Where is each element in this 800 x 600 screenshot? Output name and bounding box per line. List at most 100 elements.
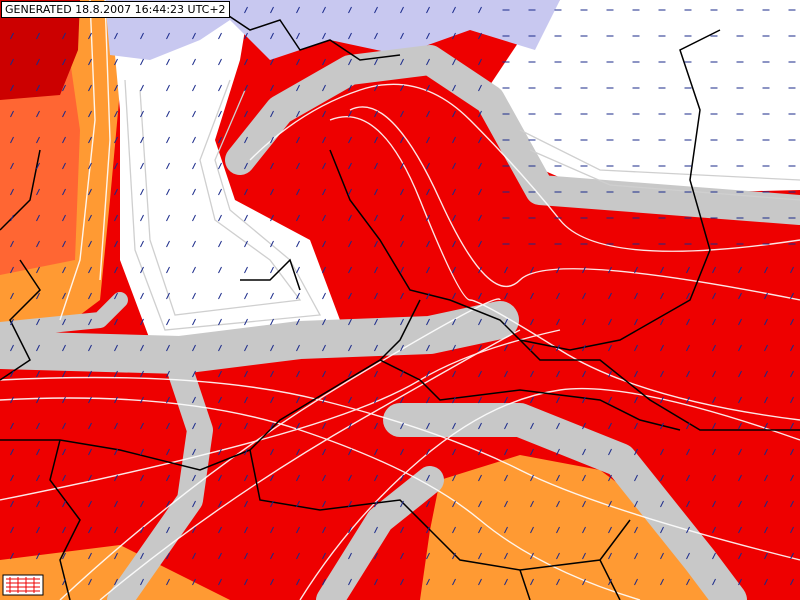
wind-barb <box>660 396 664 404</box>
wind-barb <box>530 344 534 352</box>
wind-barb <box>400 500 404 508</box>
wind-barb <box>400 162 404 170</box>
wind-barb <box>374 526 378 534</box>
wind-barb <box>140 110 144 118</box>
wind-barb <box>478 474 482 482</box>
wind-barb <box>582 370 586 378</box>
wind-barb <box>400 578 404 586</box>
wind-barb <box>764 448 768 456</box>
wind-barb <box>478 396 482 404</box>
wind-barb <box>374 552 378 560</box>
wind-barb <box>36 526 40 534</box>
wind-barb <box>166 188 170 196</box>
wind-barb <box>790 500 794 508</box>
wind-barb <box>114 240 118 248</box>
wind-barb <box>348 188 352 196</box>
wind-barb <box>88 188 92 196</box>
wind-barb <box>218 110 222 118</box>
wind-barb <box>270 448 274 456</box>
wind-barb <box>712 318 716 326</box>
wind-barb <box>478 58 482 66</box>
wind-barb <box>166 318 170 326</box>
wind-barb <box>88 58 92 66</box>
wind-barb <box>270 136 274 144</box>
wind-barb <box>790 578 794 586</box>
wind-barb <box>400 136 404 144</box>
wind-barb <box>140 578 144 586</box>
wind-barb <box>36 84 40 92</box>
wind-barb <box>114 526 118 534</box>
wind-barb <box>62 526 66 534</box>
wind-barb <box>686 500 690 508</box>
wind-barb <box>166 136 170 144</box>
wind-barb <box>322 526 326 534</box>
wind-barb <box>244 396 248 404</box>
wind-barb <box>686 292 690 300</box>
wind-barb <box>530 266 534 274</box>
wind-barb <box>348 32 352 40</box>
wind-barb <box>10 240 14 248</box>
wind-barb <box>478 188 482 196</box>
wind-barb <box>270 500 274 508</box>
wind-barb <box>218 526 222 534</box>
wind-barb <box>166 344 170 352</box>
wind-barb <box>218 292 222 300</box>
wind-barb <box>634 344 638 352</box>
wind-barb <box>504 500 508 508</box>
wind-barb <box>686 578 690 586</box>
wind-barb <box>530 526 534 534</box>
wind-barb <box>166 552 170 560</box>
wind-barb <box>738 344 742 352</box>
wind-barb <box>218 214 222 222</box>
wind-barb <box>114 370 118 378</box>
wind-barb <box>166 448 170 456</box>
wind-barb <box>478 84 482 92</box>
wind-barb <box>686 422 690 430</box>
wind-barb <box>452 552 456 560</box>
wind-barb <box>634 422 638 430</box>
wind-barb <box>374 136 378 144</box>
wind-barb <box>62 344 66 352</box>
wind-barb <box>192 110 196 118</box>
wind-barb <box>556 396 560 404</box>
wind-barb <box>244 266 248 274</box>
wind-barb <box>530 448 534 456</box>
wind-barb <box>348 526 352 534</box>
wind-barb <box>192 136 196 144</box>
wind-barb <box>764 474 768 482</box>
wind-barb <box>608 370 612 378</box>
wind-barb <box>426 422 430 430</box>
wind-barb <box>400 188 404 196</box>
wind-barb <box>296 110 300 118</box>
wind-barb <box>764 344 768 352</box>
wind-barb <box>114 58 118 66</box>
wind-barb <box>582 448 586 456</box>
wind-barb <box>140 266 144 274</box>
wind-barb <box>10 448 14 456</box>
wind-barb <box>452 214 456 222</box>
wind-barb <box>114 110 118 118</box>
wind-barb <box>218 578 222 586</box>
wind-barb <box>36 396 40 404</box>
wind-barb <box>244 84 248 92</box>
wind-barb <box>270 6 274 14</box>
wind-barb <box>192 58 196 66</box>
wind-barb <box>452 110 456 118</box>
wind-barb <box>218 422 222 430</box>
wind-barb <box>166 84 170 92</box>
wind-barb <box>62 32 66 40</box>
wind-barb <box>114 422 118 430</box>
wind-barb <box>738 266 742 274</box>
wind-barb <box>634 578 638 586</box>
wind-barb <box>348 396 352 404</box>
wind-barb <box>530 500 534 508</box>
wind-barb <box>582 318 586 326</box>
wind-barb <box>322 162 326 170</box>
wind-barb <box>166 526 170 534</box>
wind-barb <box>478 214 482 222</box>
wind-barb <box>504 318 508 326</box>
wind-barb <box>660 578 664 586</box>
wind-barb <box>400 422 404 430</box>
wind-barb <box>478 344 482 352</box>
wind-barb <box>764 292 768 300</box>
